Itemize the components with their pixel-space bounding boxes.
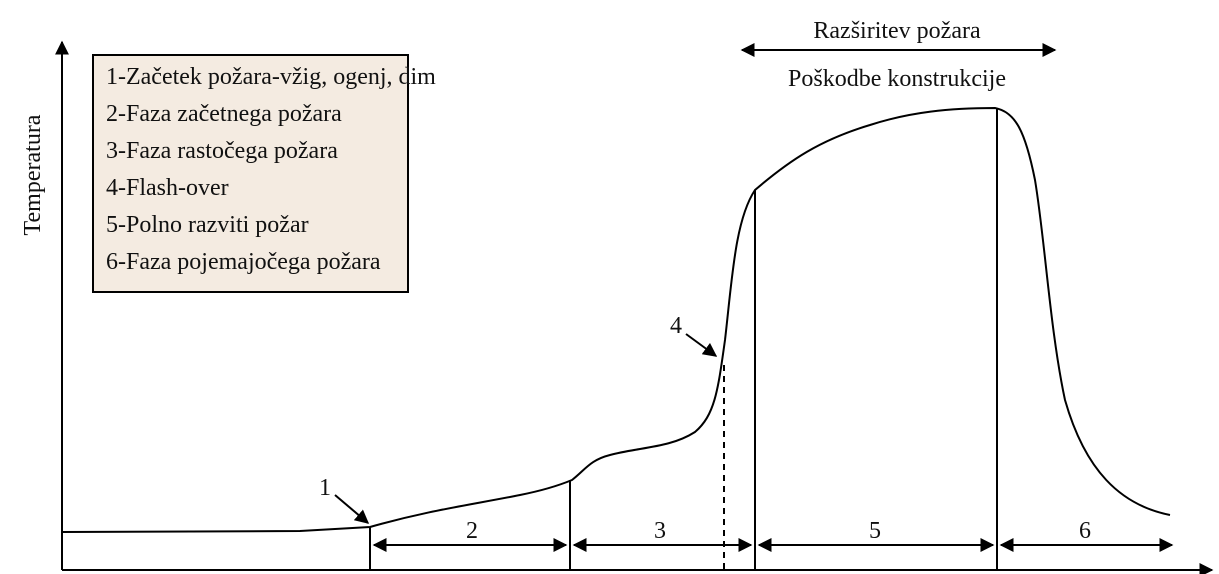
legend-box [92,54,409,293]
phase-label: 6 [1079,518,1091,544]
legend: 1-Začetek požara-vžig, ogenj, dim 2-Faza … [106,64,436,275]
legend-item: 1-Začetek požara-vžig, ogenj, dim [106,64,436,90]
legend-item: 6-Faza pojemajočega požara [106,249,381,275]
legend-item: 5-Polno razviti požar [106,212,309,238]
legend-item: 2-Faza začetnega požara [106,101,342,127]
marker-label: 1 [319,475,331,501]
legend-item: 3-Faza rastočega požara [106,138,338,164]
temperature-curve [61,106,1171,533]
phase-label: 3 [654,518,666,544]
axis-label: Temperatura [20,114,46,235]
marker-label: 4 [670,313,682,339]
marker-arrow [334,494,370,524]
annotation: Poškodbe konstrukcije [788,66,1006,92]
phase-label: 2 [466,518,478,544]
legend-item: 4-Flash-over [106,175,229,201]
annotation: Razširitev požara [813,18,981,44]
phase-label: 5 [869,518,881,544]
marker-arrow [685,333,718,357]
